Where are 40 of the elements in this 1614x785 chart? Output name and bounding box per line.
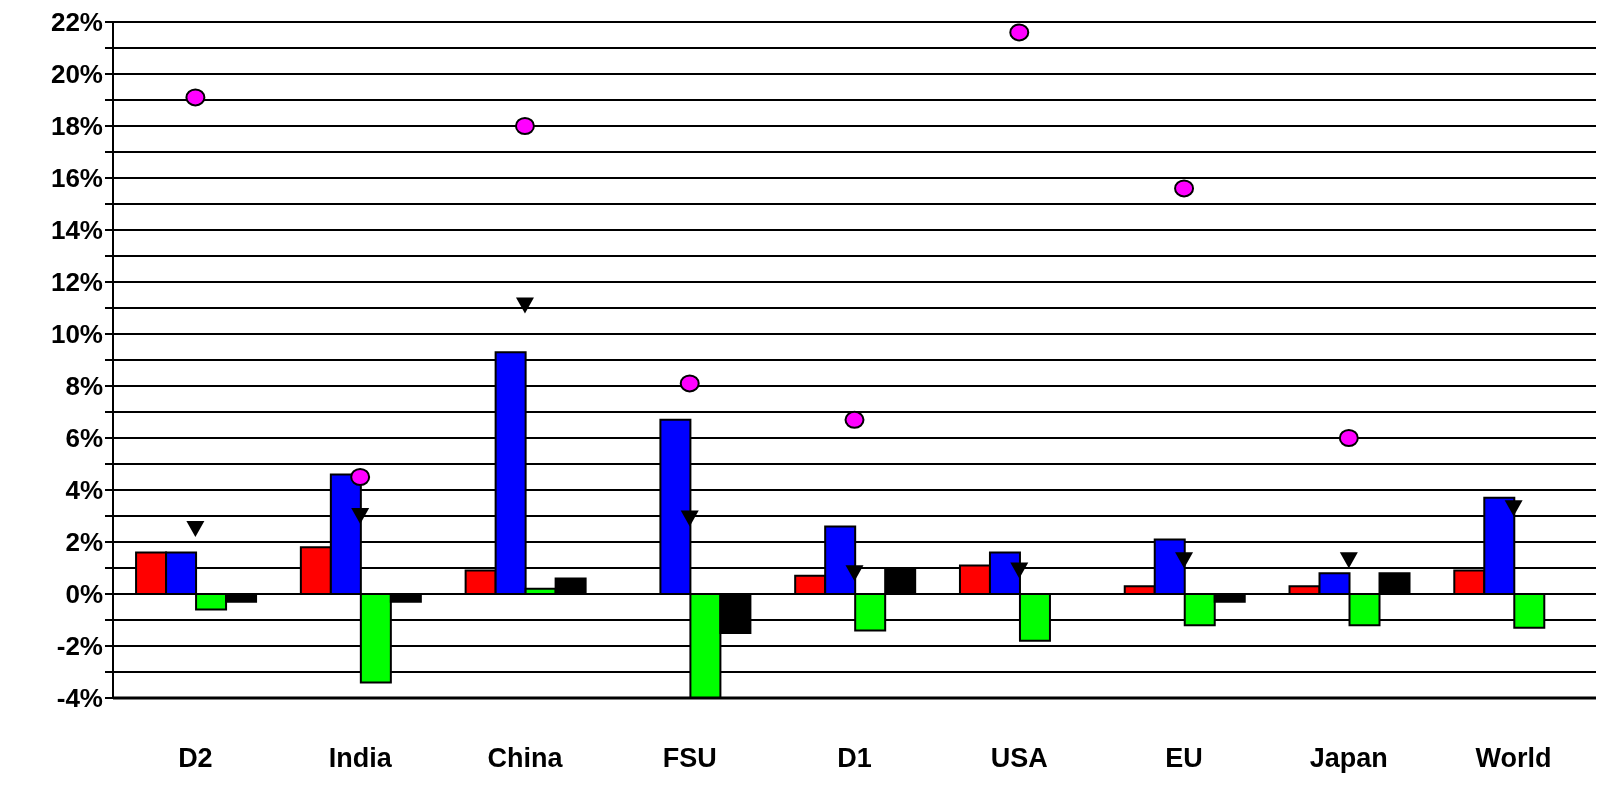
x-tick-label: FSU <box>662 743 717 774</box>
x-tick-label: D2 <box>178 743 213 774</box>
y-tick-label: 12% <box>50 267 103 298</box>
x-tick-label: D1 <box>837 743 872 774</box>
point <box>1175 552 1194 569</box>
y-tick-label: 14% <box>50 215 103 246</box>
y-tick-label: 0% <box>65 579 103 610</box>
x-tick-label: Japan <box>1309 743 1388 774</box>
point <box>1504 500 1523 517</box>
y-tick-label: 18% <box>50 111 103 142</box>
y-tick-label: 8% <box>65 371 103 402</box>
x-tick-label: World <box>1475 743 1552 774</box>
y-tick-label: -4% <box>56 683 103 714</box>
x-tick-label: EU <box>1165 743 1203 774</box>
point <box>844 410 865 429</box>
x-tick-label: USA <box>990 743 1048 774</box>
point <box>186 521 205 537</box>
y-tick-label: 4% <box>65 475 103 506</box>
point <box>514 117 535 135</box>
point <box>350 468 371 486</box>
point <box>679 374 700 393</box>
point <box>680 510 699 527</box>
point <box>1339 552 1358 569</box>
point <box>351 508 370 524</box>
y-tick-label: 2% <box>65 527 103 558</box>
y-tick-label: 20% <box>50 59 103 90</box>
y-tick-label: 6% <box>65 423 103 454</box>
point <box>845 565 864 582</box>
y-tick-label: -2% <box>56 631 103 662</box>
point <box>1174 179 1195 198</box>
point <box>185 88 206 107</box>
y-tick-label: 22% <box>50 7 103 38</box>
point <box>1010 562 1029 579</box>
point <box>515 297 534 314</box>
y-tick-label: 16% <box>50 163 103 194</box>
point <box>1338 429 1359 447</box>
y-tick-label: 10% <box>50 319 103 350</box>
x-tick-label: China <box>487 743 564 774</box>
x-tick-label: India <box>328 743 393 774</box>
point <box>1009 23 1030 42</box>
